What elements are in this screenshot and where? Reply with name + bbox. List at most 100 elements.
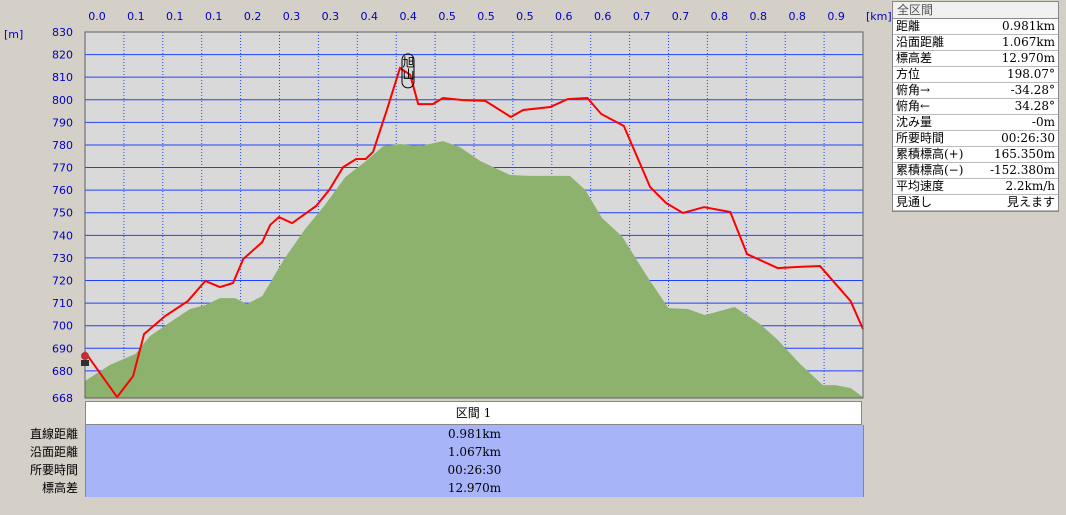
x-tick-label: 0.1 [205,10,223,23]
summary-value: -152.380m [989,163,1055,177]
section-row: 所要時間 00:26:30 [0,461,864,479]
y-tick-label: 800 [52,94,73,107]
summary-label: 累積標高(+) [896,147,964,161]
section-value: 12.970m [85,479,864,497]
y-tick-label: 810 [52,71,73,84]
summary-row: 俯角→ -34.28° [893,83,1058,99]
section-row: 標高差 12.970m [0,479,864,497]
annotation-box [401,53,415,89]
summary-label: 俯角← [896,99,931,113]
section-value: 0.981km [85,425,864,443]
summary-value: 0.981km [1001,19,1055,33]
y-tick-label: 700 [52,320,73,333]
summary-row: 累積標高(−) -152.380m [893,163,1058,179]
summary-label: 所要時間 [896,131,945,145]
section-value: 00:26:30 [85,461,864,479]
x-tick-label: 0.8 [750,10,768,23]
summary-value: 見えます [1006,195,1055,209]
y-unit: [m] [4,28,23,41]
summary-value: 165.350m [993,147,1055,161]
summary-label: 方位 [896,67,921,81]
x-tick-label: 0.3 [283,10,301,23]
x-tick-label: 0.6 [594,10,612,23]
section-row: 沿面距離 1.067km [0,443,864,461]
summary-value: -34.28° [1010,83,1055,97]
y-tick-label: 830 [52,26,73,39]
summary-label: 沈み量 [896,115,933,129]
x-tick-label: 0.1 [127,10,145,23]
section-label: 所要時間 [29,463,78,477]
x-tick-label: 0.2 [244,10,262,23]
y-tick-label: 710 [52,297,73,310]
summary-label: 累積標高(−) [896,163,964,177]
y-tick-label: 750 [52,207,73,220]
summary-label: 見通し [896,195,933,209]
x-tick-label: 0.0 [88,10,106,23]
summary-value: 00:26:30 [1001,131,1055,145]
summary-label: 標高差 [896,51,933,65]
x-tick-label: 0.9 [827,10,845,23]
x-tick-label: 0.6 [555,10,573,23]
section-label: 標高差 [41,481,78,495]
y-tick-label: 780 [52,139,73,152]
summary-row: 平均速度 2.2km/h [893,179,1058,195]
y-tick-label: 720 [52,275,73,288]
summary-value: 12.970m [1001,51,1055,65]
y-tick-label: 668 [52,392,73,405]
summary-label: 平均速度 [896,179,945,193]
y-tick-label: 680 [52,365,73,378]
y-tick-label: 760 [52,184,73,197]
x-tick-label: 0.4 [361,10,379,23]
section-label: 沿面距離 [29,445,78,459]
summary-row: 見通し 見えます [893,195,1058,211]
y-tick-label: 770 [52,162,73,175]
x-unit: [km] [866,10,892,23]
y-tick-label: 690 [52,342,73,355]
x-tick-label: 0.7 [672,10,690,23]
y-tick-label: 740 [52,229,73,242]
panel-title: 全区間 [893,2,1058,19]
section-value: 1.067km [85,443,864,461]
summary-row: 距離 0.981km [893,19,1058,35]
summary-row: 方位 198.07° [893,67,1058,83]
x-tick-label: 0.5 [516,10,534,23]
summary-row: 所要時間 00:26:30 [893,131,1058,147]
summary-value: 34.28° [1014,99,1055,113]
plot-frame [84,31,864,399]
summary-value: 2.2km/h [1005,179,1055,193]
x-tick-label: 0.8 [711,10,729,23]
summary-panel: 全区間 距離 0.981km 沿面距離 1.067km 標高差 12.970m 方位 198.… [892,1,1059,212]
summary-row: 沿面距離 1.067km [893,35,1058,51]
terrain-area [85,141,863,398]
section-header: 区間 1 [85,401,862,425]
summary-label: 沿面距離 [896,35,945,49]
summary-row: 標高差 12.970m [893,51,1058,67]
summary-label: 距離 [896,19,921,33]
x-tick-label: 0.5 [438,10,456,23]
summary-value: 1.067km [1001,35,1055,49]
section-table: 区間 1 直線距離 0.981km 沿面距離 1.067km 所要時間 00:26:30 標… [0,401,864,497]
summary-value: -0m [1031,115,1055,129]
x-tick-label: 0.3 [322,10,340,23]
summary-value: 198.07° [1007,67,1055,81]
x-tick-label: 0.7 [633,10,651,23]
x-tick-label: 0.8 [788,10,806,23]
x-tick-label: 0.1 [166,10,184,23]
route-line [84,66,864,399]
annotation-text: 旭山 [401,55,415,79]
peak-annotation: 旭山 [401,53,415,89]
x-tick-label: 0.5 [477,10,495,23]
summary-row: 沈み量 -0m [893,115,1058,131]
section-row: 直線距離 0.981km [0,425,864,443]
y-tick-label: 820 [52,49,73,62]
x-tick-label: 0.4 [399,10,417,23]
section-label: 直線距離 [29,427,78,441]
summary-label: 俯角→ [896,83,931,97]
summary-row: 俯角← 34.28° [893,99,1058,115]
summary-row: 累積標高(+) 165.350m [893,147,1058,163]
start-marker [81,352,89,366]
y-tick-label: 730 [52,252,73,265]
y-tick-label: 790 [52,116,73,129]
